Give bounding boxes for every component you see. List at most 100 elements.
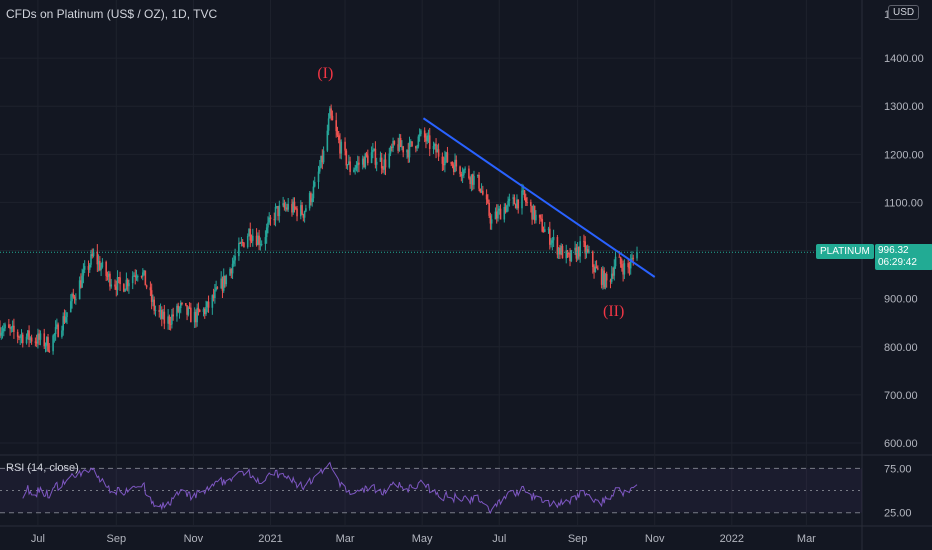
candle-body — [27, 330, 29, 337]
candle-body — [335, 120, 338, 132]
candle-body — [190, 307, 192, 323]
candle-body — [144, 270, 147, 286]
candle-body — [389, 146, 392, 154]
candle-body — [514, 204, 517, 209]
candle-body — [267, 222, 269, 228]
candle-body — [348, 161, 350, 165]
candle-body — [401, 146, 403, 148]
candle-body — [498, 208, 501, 211]
wave-label-1: (I) — [317, 64, 334, 82]
candle-body — [81, 275, 83, 288]
candle-body — [109, 273, 111, 287]
candle-body — [312, 186, 315, 199]
candle-body — [531, 205, 533, 220]
candle-body — [276, 206, 278, 208]
candle-body — [391, 146, 393, 148]
candle-body — [90, 254, 92, 265]
candle-body — [10, 327, 13, 329]
candle-body — [459, 166, 461, 174]
candle-body — [277, 206, 279, 217]
candle-body — [53, 334, 56, 336]
time-axis[interactable]: Jul Sep Nov 2021 Mar May Jul Sep Nov 2022 Mar — [31, 533, 816, 545]
candle-body — [543, 229, 546, 232]
trendline[interactable] — [422, 117, 656, 278]
candle-body — [600, 268, 603, 285]
candle-body — [126, 279, 129, 287]
candle-body — [21, 334, 24, 344]
candle-body — [464, 168, 466, 170]
price-tick-label: 1200.00 — [884, 149, 924, 161]
candle-body — [116, 277, 119, 291]
candle-body — [446, 152, 449, 163]
candle-body — [618, 256, 621, 258]
candle-body — [119, 277, 121, 285]
time-tick-label: Jul — [492, 533, 506, 545]
candle-body — [211, 295, 214, 308]
candle-body — [224, 275, 226, 285]
candle-body — [52, 335, 54, 352]
candle-body — [318, 167, 321, 172]
candle-body — [329, 108, 331, 119]
candle-body — [420, 130, 422, 135]
candle-body — [364, 153, 367, 168]
candle-body — [365, 153, 368, 156]
candle-body — [274, 206, 277, 221]
candle-body — [497, 210, 499, 219]
candle-body — [179, 303, 182, 309]
rsi-band — [0, 468, 862, 513]
candle-body — [2, 328, 5, 332]
candle-body — [480, 190, 483, 192]
candle-body — [603, 270, 605, 288]
candle-body — [78, 280, 81, 300]
candle-body — [549, 228, 551, 245]
candle-body — [425, 137, 427, 142]
candle-body — [478, 174, 480, 189]
candle-body — [47, 337, 49, 351]
candle-body — [25, 336, 28, 344]
candle-body — [631, 257, 633, 260]
candle-body — [372, 149, 374, 153]
candle-body — [18, 336, 20, 338]
candle-body — [75, 299, 77, 301]
candle-body — [399, 138, 402, 147]
candle-body — [105, 261, 107, 276]
candle-body — [250, 240, 253, 242]
candle-body — [516, 199, 518, 209]
candle-body — [353, 169, 355, 172]
candle-body — [106, 275, 109, 277]
candle-body — [72, 294, 75, 297]
candle-body — [344, 141, 346, 151]
candle-body — [64, 317, 67, 323]
bar-countdown: 06:29:42 — [878, 257, 917, 269]
price-axis[interactable]: 600.00700.00800.00900.001000.001100.0012… — [884, 9, 924, 520]
candle-body — [621, 264, 623, 268]
candle-body — [293, 201, 296, 208]
candle-body — [28, 330, 30, 340]
candle-body — [107, 273, 110, 277]
rsi-indicator-label[interactable]: RSI (14, close) — [6, 462, 79, 474]
currency-button[interactable]: USD — [888, 5, 920, 20]
candle-body — [184, 303, 187, 306]
candle-body — [463, 169, 465, 175]
candle-body — [96, 251, 99, 265]
candle-body — [207, 301, 210, 308]
candle-body — [374, 148, 377, 165]
candle-body — [171, 314, 173, 325]
candle-body — [310, 193, 312, 203]
candle-body — [320, 155, 322, 168]
candle-body — [159, 309, 162, 312]
candle-body — [521, 190, 523, 209]
candle-body — [73, 296, 76, 300]
candle-body — [507, 200, 509, 206]
candle-body — [83, 266, 86, 270]
candle-body — [489, 215, 492, 224]
price-tick-label: 1100.00 — [884, 197, 923, 209]
candle-body — [517, 199, 520, 209]
candle-body — [172, 314, 174, 317]
candle-body — [188, 307, 191, 309]
candle-body — [286, 207, 288, 210]
candle-body — [152, 299, 154, 302]
candle-body — [135, 276, 138, 278]
candle-body — [407, 150, 410, 158]
